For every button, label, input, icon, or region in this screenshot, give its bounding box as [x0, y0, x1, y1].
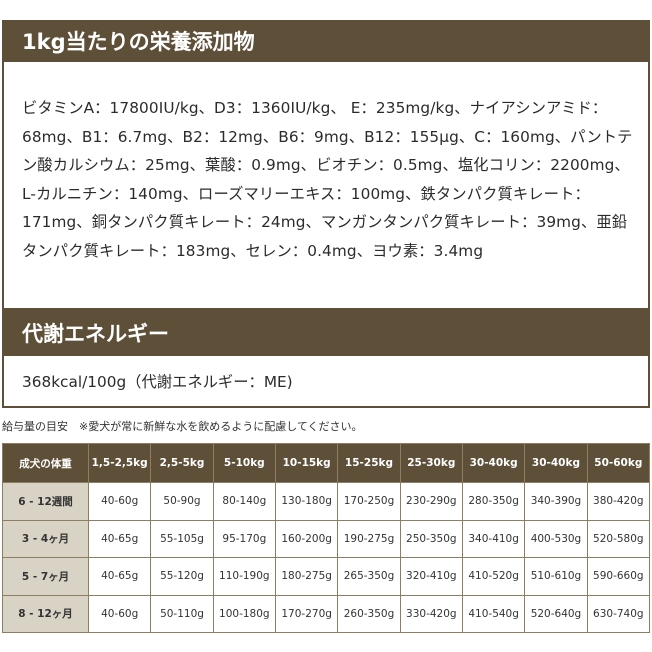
table-cell: 265-350g — [337, 557, 401, 596]
row-label: 3 - 4ヶ月 — [2, 519, 89, 558]
table-header-cell: 30-40kg — [461, 443, 526, 483]
table-cell: 590-660g — [586, 557, 651, 596]
row-label: 8 - 12ヶ月 — [2, 594, 89, 633]
energy-value: 368kcal/100g（代謝エネルギー：ME) — [22, 373, 293, 391]
table-cell: 55-105g — [150, 519, 214, 558]
table-cell: 40-65g — [87, 557, 152, 596]
nutrition-content-box: ビタミンA：17800IU/kg、D3：1360IU/kg、 E：235mg/k… — [2, 62, 650, 310]
table-header-cell: 5-10kg — [212, 443, 276, 483]
table-cell: 40-65g — [87, 519, 152, 558]
table-cell: 170-270g — [274, 594, 339, 633]
row-label: 5 - 7ヶ月 — [2, 557, 89, 596]
table-row: 6 - 12週間 40-60g 50-90g 80-140g 130-180g … — [2, 482, 651, 521]
table-row: 3 - 4ヶ月 40-65g 55-105g 95-170g 160-200g … — [2, 519, 651, 558]
energy-section-header: 代謝エネルギー — [2, 310, 650, 356]
table-cell: 510-610g — [524, 557, 588, 596]
nutrition-title: 1kg当たりの栄養添加物 — [22, 30, 255, 54]
table-cell: 110-190g — [212, 557, 276, 596]
table-header-cell: 1,5-2,5kg — [87, 443, 152, 483]
nutrition-additives-text: ビタミンA：17800IU/kg、D3：1360IU/kg、 E：235mg/k… — [22, 99, 633, 260]
nutrition-section-header: 1kg当たりの栄養添加物 — [2, 20, 650, 62]
table-cell: 230-290g — [399, 482, 463, 521]
table-cell: 260-350g — [337, 594, 401, 633]
table-cell: 410-540g — [461, 594, 526, 633]
table-cell: 40-60g — [87, 594, 152, 633]
feeding-guide-table: 成犬の体重 1,5-2,5kg 2,5-5kg 5-10kg 10-15kg 1… — [2, 443, 651, 633]
table-cell: 410-520g — [461, 557, 526, 596]
table-cell: 340-390g — [524, 482, 588, 521]
table-row: 8 - 12ヶ月 40-60g 50-110g 100-180g 170-270… — [2, 594, 651, 633]
table-cell: 95-170g — [212, 519, 276, 558]
table-header-cell: 10-15kg — [274, 443, 339, 483]
table-header-row: 成犬の体重 1,5-2,5kg 2,5-5kg 5-10kg 10-15kg 1… — [2, 443, 651, 483]
table-row: 5 - 7ヶ月 40-65g 55-120g 110-190g 180-275g… — [2, 557, 651, 596]
table-cell: 130-180g — [274, 482, 339, 521]
table-cell: 50-90g — [150, 482, 214, 521]
table-header-cell: 15-25kg — [337, 443, 401, 483]
energy-content-box: 368kcal/100g（代謝エネルギー：ME) — [2, 356, 650, 408]
table-header-cell: 30-40kg — [524, 443, 588, 483]
table-cell: 170-250g — [337, 482, 401, 521]
table-cell: 50-110g — [150, 594, 214, 633]
table-cell: 180-275g — [274, 557, 339, 596]
table-cell: 330-420g — [399, 594, 463, 633]
table-header-cell: 50-60kg — [586, 443, 651, 483]
table-cell: 320-410g — [399, 557, 463, 596]
feeding-guide-note: 給与量の目安 ※愛犬が常に新鮮な水を飲めるように配慮してください。 — [2, 420, 363, 433]
table-header-cell: 25-30kg — [399, 443, 463, 483]
table-cell: 250-350g — [399, 519, 463, 558]
table-cell: 100-180g — [212, 594, 276, 633]
table-cell: 630-740g — [586, 594, 651, 633]
table-cell: 280-350g — [461, 482, 526, 521]
energy-title: 代謝エネルギー — [22, 322, 169, 346]
table-cell: 520-580g — [586, 519, 651, 558]
table-cell: 190-275g — [337, 519, 401, 558]
table-cell: 400-530g — [524, 519, 588, 558]
table-cell: 80-140g — [212, 482, 276, 521]
row-label: 6 - 12週間 — [2, 482, 89, 521]
table-cell: 40-60g — [87, 482, 152, 521]
table-cell: 160-200g — [274, 519, 339, 558]
table-header-cell: 成犬の体重 — [2, 443, 89, 483]
table-cell: 55-120g — [150, 557, 214, 596]
table-cell: 340-410g — [461, 519, 526, 558]
table-cell: 520-640g — [524, 594, 588, 633]
table-header-cell: 2,5-5kg — [150, 443, 214, 483]
table-cell: 380-420g — [586, 482, 651, 521]
